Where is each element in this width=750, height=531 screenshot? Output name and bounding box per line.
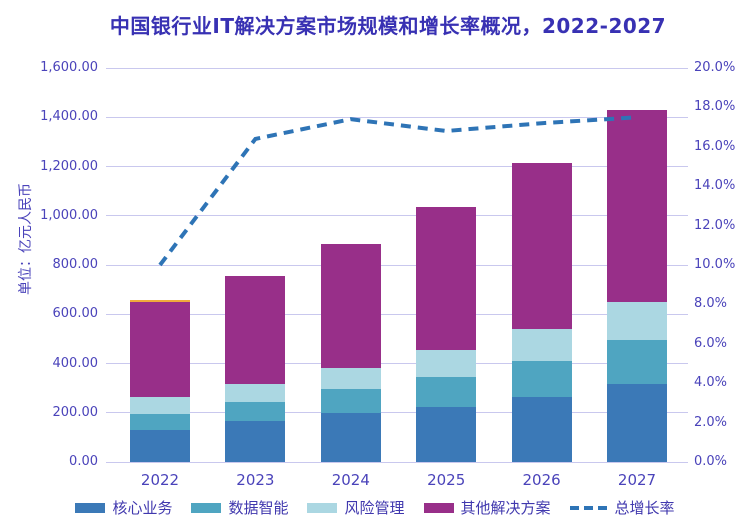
bar-segment-data-intelligence-2026 — [511, 361, 572, 397]
right-axis-tick-label: 4.0% — [694, 375, 728, 391]
gridline-1000 — [106, 215, 688, 217]
legend-item-1: 数据智能 — [191, 497, 288, 518]
gridline-1600 — [106, 67, 688, 69]
bar-segment-core-business-2024 — [320, 412, 381, 462]
right-axis-tick-label: 14.0% — [694, 178, 736, 194]
legend-label: 核心业务 — [112, 499, 173, 517]
y-axis-tick-label: 600.00 — [52, 306, 99, 322]
bar-segment-other-solutions-2024 — [320, 244, 381, 368]
right-axis-tick-label: 18.0% — [694, 99, 736, 115]
chart-title: 中国银行业IT解决方案市场规模和增长率概况，2022-2027 — [109, 14, 667, 38]
legend-item-0: 核心业务 — [75, 497, 172, 518]
bar-segment-risk-management-2022 — [130, 397, 190, 414]
y-axis-tick-label: 400.00 — [52, 355, 99, 371]
bar-segment-core-business-2023 — [225, 420, 286, 462]
bar-segment-other-solutions-2023 — [225, 276, 286, 384]
x-axis-label-2022: 2022 — [140, 471, 180, 489]
bar-segment-core-business-2022 — [130, 429, 190, 462]
gridline-600 — [106, 313, 688, 315]
bar-segment-data-intelligence-2027 — [607, 340, 667, 384]
x-axis-label-2027: 2027 — [617, 471, 657, 489]
x-axis-label-2023: 2023 — [236, 471, 275, 489]
right-axis-tick-label: 0.0% — [694, 454, 728, 469]
y-axis-unit-label: 单位：亿元人民币 — [18, 183, 34, 295]
y-axis-tick-label: 1,200.00 — [40, 158, 98, 174]
gridline-200 — [106, 412, 688, 414]
legend-label: 风险管理 — [344, 499, 405, 517]
bar-segment-data-intelligence-2023 — [225, 401, 286, 421]
gridline-800 — [106, 264, 688, 266]
bar-segment-other-solutions-2025 — [416, 207, 477, 351]
y-axis-tick-label: 1,000.00 — [40, 207, 98, 223]
bar-segment-other-solutions-2027 — [607, 109, 667, 302]
bar-segment-core-business-2027 — [607, 383, 667, 462]
y-axis-tick-label: 1,600.00 — [40, 60, 98, 75]
legend-color-swatch — [191, 502, 222, 513]
gridline-1200 — [106, 166, 688, 167]
x-axis-label-2024: 2024 — [331, 471, 370, 489]
right-axis-tick-label: 16.0% — [694, 138, 736, 154]
legend-dashed-line-swatch — [569, 505, 608, 510]
bar-segment-data-intelligence-2022 — [130, 413, 190, 430]
legend-item-2: 风险管理 — [307, 497, 405, 518]
y-axis-tick-label: 800.00 — [52, 257, 99, 272]
legend-label: 其他解决方案 — [460, 499, 551, 517]
x-axis-label-2025: 2025 — [427, 471, 466, 489]
bar-segment-other-solutions-2026 — [511, 162, 572, 330]
right-axis-tick-label: 6.0% — [694, 335, 728, 351]
bar-segment-risk-management-2026 — [511, 329, 572, 362]
legend-item-4: 总增长率 — [569, 497, 675, 518]
right-axis-tick-label: 2.0% — [694, 414, 728, 430]
bar-segment-risk-management-2024 — [320, 367, 381, 390]
bar-segment-risk-management-2023 — [225, 383, 286, 402]
y-axis-tick-label: 200.00 — [52, 404, 99, 420]
right-axis-tick-label: 20.0% — [694, 60, 736, 75]
bar-segment-core-business-2025 — [416, 406, 477, 462]
legend-color-swatch — [307, 502, 338, 513]
legend-color-swatch — [423, 502, 454, 513]
right-axis-tick-label: 10.0% — [694, 257, 736, 272]
right-axis-tick-label: 8.0% — [694, 296, 728, 312]
legend: 核心业务 数据智能 风险管理 其他解决方案 总增长率 — [0, 497, 750, 518]
x-axis-label-2026: 2026 — [522, 471, 561, 489]
legend-label: 总增长率 — [614, 499, 675, 517]
bar-segment-core-business-2026 — [511, 396, 572, 462]
gridline-400 — [106, 363, 688, 364]
gridline-0 — [106, 461, 688, 463]
bar-segment-data-intelligence-2025 — [416, 377, 477, 407]
y-axis-tick-label: 0.00 — [69, 454, 98, 469]
legend-item-3: 其他解决方案 — [423, 497, 551, 518]
right-axis-tick-label: 12.0% — [694, 217, 736, 233]
bar-segment-data-intelligence-2024 — [320, 389, 381, 413]
legend-label: 数据智能 — [228, 499, 289, 517]
bar-top-cap-2022 — [130, 299, 190, 302]
y-axis-tick-label: 1,400.00 — [40, 109, 98, 125]
bar-segment-risk-management-2027 — [607, 301, 667, 341]
bar-segment-other-solutions-2022 — [130, 301, 190, 398]
bar-segment-risk-management-2025 — [416, 350, 477, 378]
gridline-1400 — [106, 116, 688, 118]
legend-color-swatch — [75, 502, 106, 513]
